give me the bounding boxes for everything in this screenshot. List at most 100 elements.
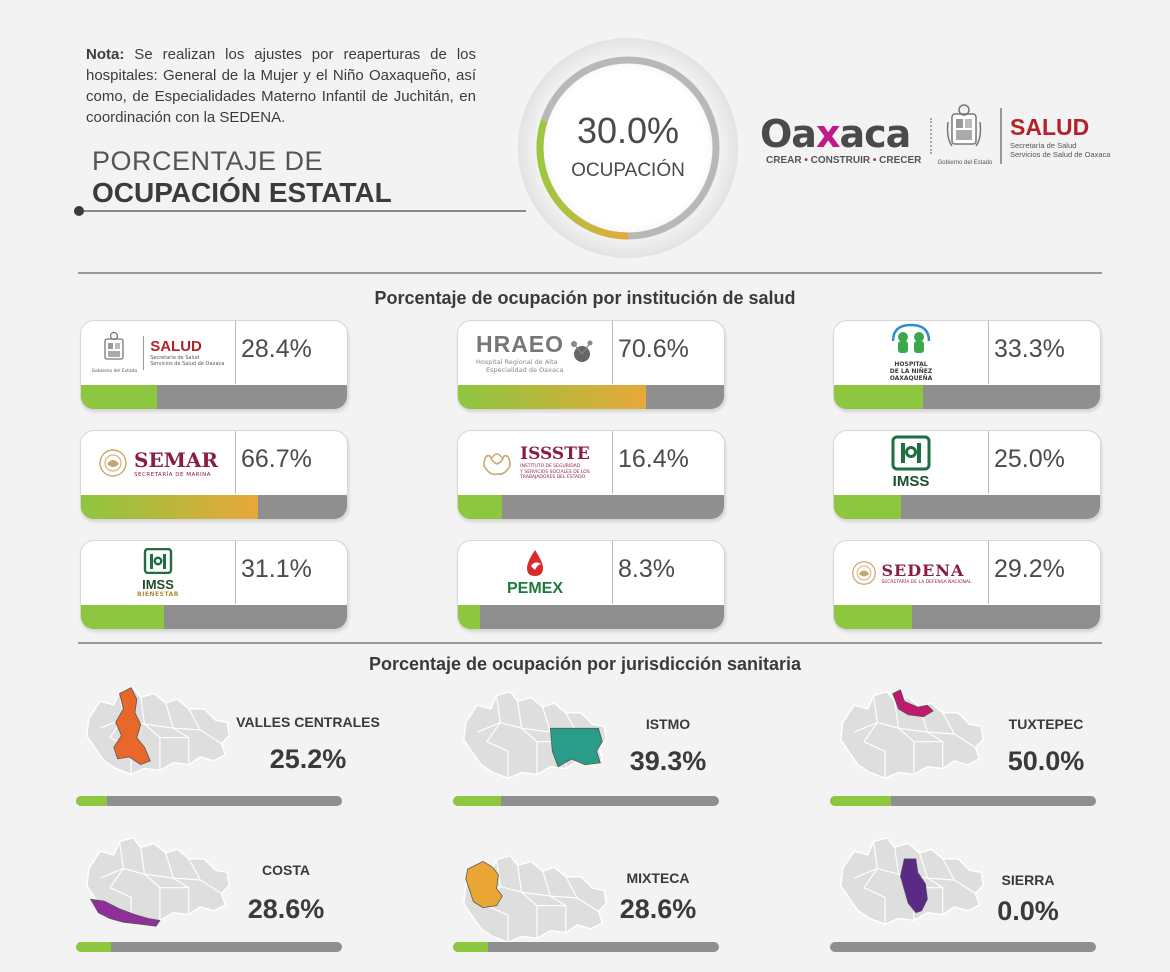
oaxaca-shield-icon (104, 331, 125, 360)
occupancy-gauge (518, 38, 738, 258)
page-title-line1: PORCENTAJE DE (92, 146, 324, 176)
jurisdiction-highlight (89, 898, 161, 927)
jurisdiction-progress-fill (453, 796, 502, 806)
institution-percent: 33.3% (994, 335, 1065, 363)
card-divider (988, 541, 989, 604)
card-divider (235, 431, 236, 494)
institution-logo: ISSSTE INSTITUTO DE SEGURIDAD Y SERVICIO… (458, 431, 612, 494)
institution-progress-track (81, 605, 347, 629)
institution-percent: 25.0% (994, 445, 1065, 473)
gauge-percent: 30.0% (576, 110, 680, 151)
institution-card: SEMAR SECRETARÍA DE MARINA 66.7% (80, 430, 348, 520)
pemex-card-logo: PEMEX (507, 548, 563, 598)
jurisdiction-percent: 25.2% (269, 744, 347, 774)
institution-logo: Gobierno del Estado SALUD Secretaría de … (81, 321, 235, 384)
hraeo-card-logo: HRAEO Hospital Regional de Alta Especial… (476, 331, 594, 374)
institution-percent: 70.6% (618, 335, 689, 363)
institution-card: IMSS 25.0% (833, 430, 1101, 520)
jurisdiction-highlight (900, 858, 928, 914)
jurisdiction-map-icon (840, 836, 984, 926)
salud-logo: SALUD (1010, 114, 1090, 140)
sedena-card-logo: SEDENA SECRETARÍA DE LA DEFENSA NACIONAL (851, 560, 972, 586)
institution-progress-track (458, 495, 724, 519)
jurisdiction-progress-track (453, 942, 719, 952)
pemex-eagle-icon (526, 549, 543, 576)
note-label: Nota: (86, 46, 125, 63)
oaxaca-slogan: CREAR • CONSTRUIR • CRECER (766, 155, 922, 166)
jurisdiction-name: SIERRA (1001, 872, 1055, 888)
institution-progress-fill (834, 385, 923, 409)
children-hospital-icon (891, 323, 931, 353)
institution-progress-track (834, 385, 1100, 409)
jurisdiction-percent: 39.3% (629, 746, 707, 776)
gauge-label: OCUPACIÓN (571, 160, 685, 181)
jurisdiction-percent: 50.0% (1007, 746, 1085, 776)
institution-percent: 66.7% (241, 445, 312, 473)
jurisdiction-map-icon (86, 836, 230, 927)
institution-progress-track (81, 495, 347, 519)
institution-progress-fill (458, 495, 502, 519)
institution-card: ISSSTE INSTITUTO DE SEGURIDAD Y SERVICIO… (457, 430, 725, 520)
institution-card: Gobierno del Estado SALUD Secretaría de … (80, 320, 348, 410)
jurisdiction-highlight (113, 687, 151, 766)
gauge-outer (518, 38, 738, 258)
card-divider (612, 541, 613, 604)
card-divider (988, 321, 989, 384)
institution-card: HRAEO Hospital Regional de Alta Especial… (457, 320, 725, 410)
jurisdiction-map-icon (463, 690, 607, 780)
jurisdiction-progress-fill (76, 796, 107, 806)
institution-percent: 16.4% (618, 445, 689, 473)
card-divider (235, 321, 236, 384)
institution-logo: SEDENA SECRETARÍA DE LA DEFENSA NACIONAL (834, 541, 988, 604)
institution-card: HOSPITAL DE LA NIÑEZ OAXAQUEÑA 33.3% (833, 320, 1101, 410)
oaxaca-logo: Oaxaca (760, 112, 911, 156)
institution-card: SEDENA SECRETARÍA DE LA DEFENSA NACIONAL… (833, 540, 1101, 630)
institution-card: PEMEX 8.3% (457, 540, 725, 630)
institution-percent: 29.2% (994, 555, 1065, 583)
institution-progress-fill (81, 495, 259, 519)
title-underline (78, 210, 526, 212)
jurisdiction-progress-track (830, 796, 1096, 806)
imss-bienestar-card-logo: IMSS BIENESTAR (137, 547, 179, 598)
jurisdiction-name: COSTA (262, 862, 310, 878)
institution-progress-fill (834, 495, 901, 519)
hraeo-molecule-icon (571, 340, 593, 362)
title-bullet (74, 206, 84, 216)
institution-logo: HOSPITAL DE LA NIÑEZ OAXAQUEÑA (834, 321, 988, 384)
institution-progress-track (458, 605, 724, 629)
mexico-eagle-icon (99, 448, 127, 477)
institution-progress-fill (81, 605, 164, 629)
institution-progress-track (81, 385, 347, 409)
jurisdiction-map-icon (86, 686, 230, 776)
institution-card: IMSS BIENESTAR 31.1% (80, 540, 348, 630)
institution-percent: 28.4% (241, 335, 312, 363)
institution-logo: HRAEO Hospital Regional de Alta Especial… (458, 321, 612, 384)
jurisdiction-highlight (549, 727, 603, 768)
jurisdiction-progress-track (76, 796, 342, 806)
imss-bienestar-icon (143, 547, 173, 574)
jurisdiction-map-icon (463, 854, 607, 944)
mexico-eagle-icon (851, 560, 876, 585)
jurisdiction-percent: 28.6% (619, 894, 697, 924)
page-title-line2: OCUPACIÓN ESTATAL (92, 177, 392, 208)
issste-card-logo: ISSSTE INSTITUTO DE SEGURIDAD Y SERVICIO… (480, 444, 590, 481)
issste-hands-icon (483, 452, 511, 475)
divider-middle (78, 642, 1102, 644)
card-divider (612, 431, 613, 494)
card-divider (612, 321, 613, 384)
institution-percent: 31.1% (241, 555, 312, 583)
salud-card-logo: Gobierno del Estado SALUD Secretaría de … (92, 331, 224, 374)
logo-separator (930, 118, 932, 154)
institution-logo: PEMEX (458, 541, 612, 604)
divider-top (78, 272, 1102, 274)
jurisdiction-name: MIXTECA (626, 870, 690, 886)
card-divider (988, 431, 989, 494)
jurisdiction-map-icon (840, 689, 984, 780)
institution-percent: 8.3% (618, 555, 675, 583)
state-shield-icon (946, 104, 982, 147)
salud-subtitle: Secretaría de Salud Servicios de Salud de… (1010, 141, 1111, 159)
institution-progress-fill (458, 385, 646, 409)
card-divider (235, 541, 236, 604)
institution-logo: SEMAR SECRETARÍA DE MARINA (81, 431, 235, 494)
jurisdiction-name: ISTMO (645, 716, 691, 732)
